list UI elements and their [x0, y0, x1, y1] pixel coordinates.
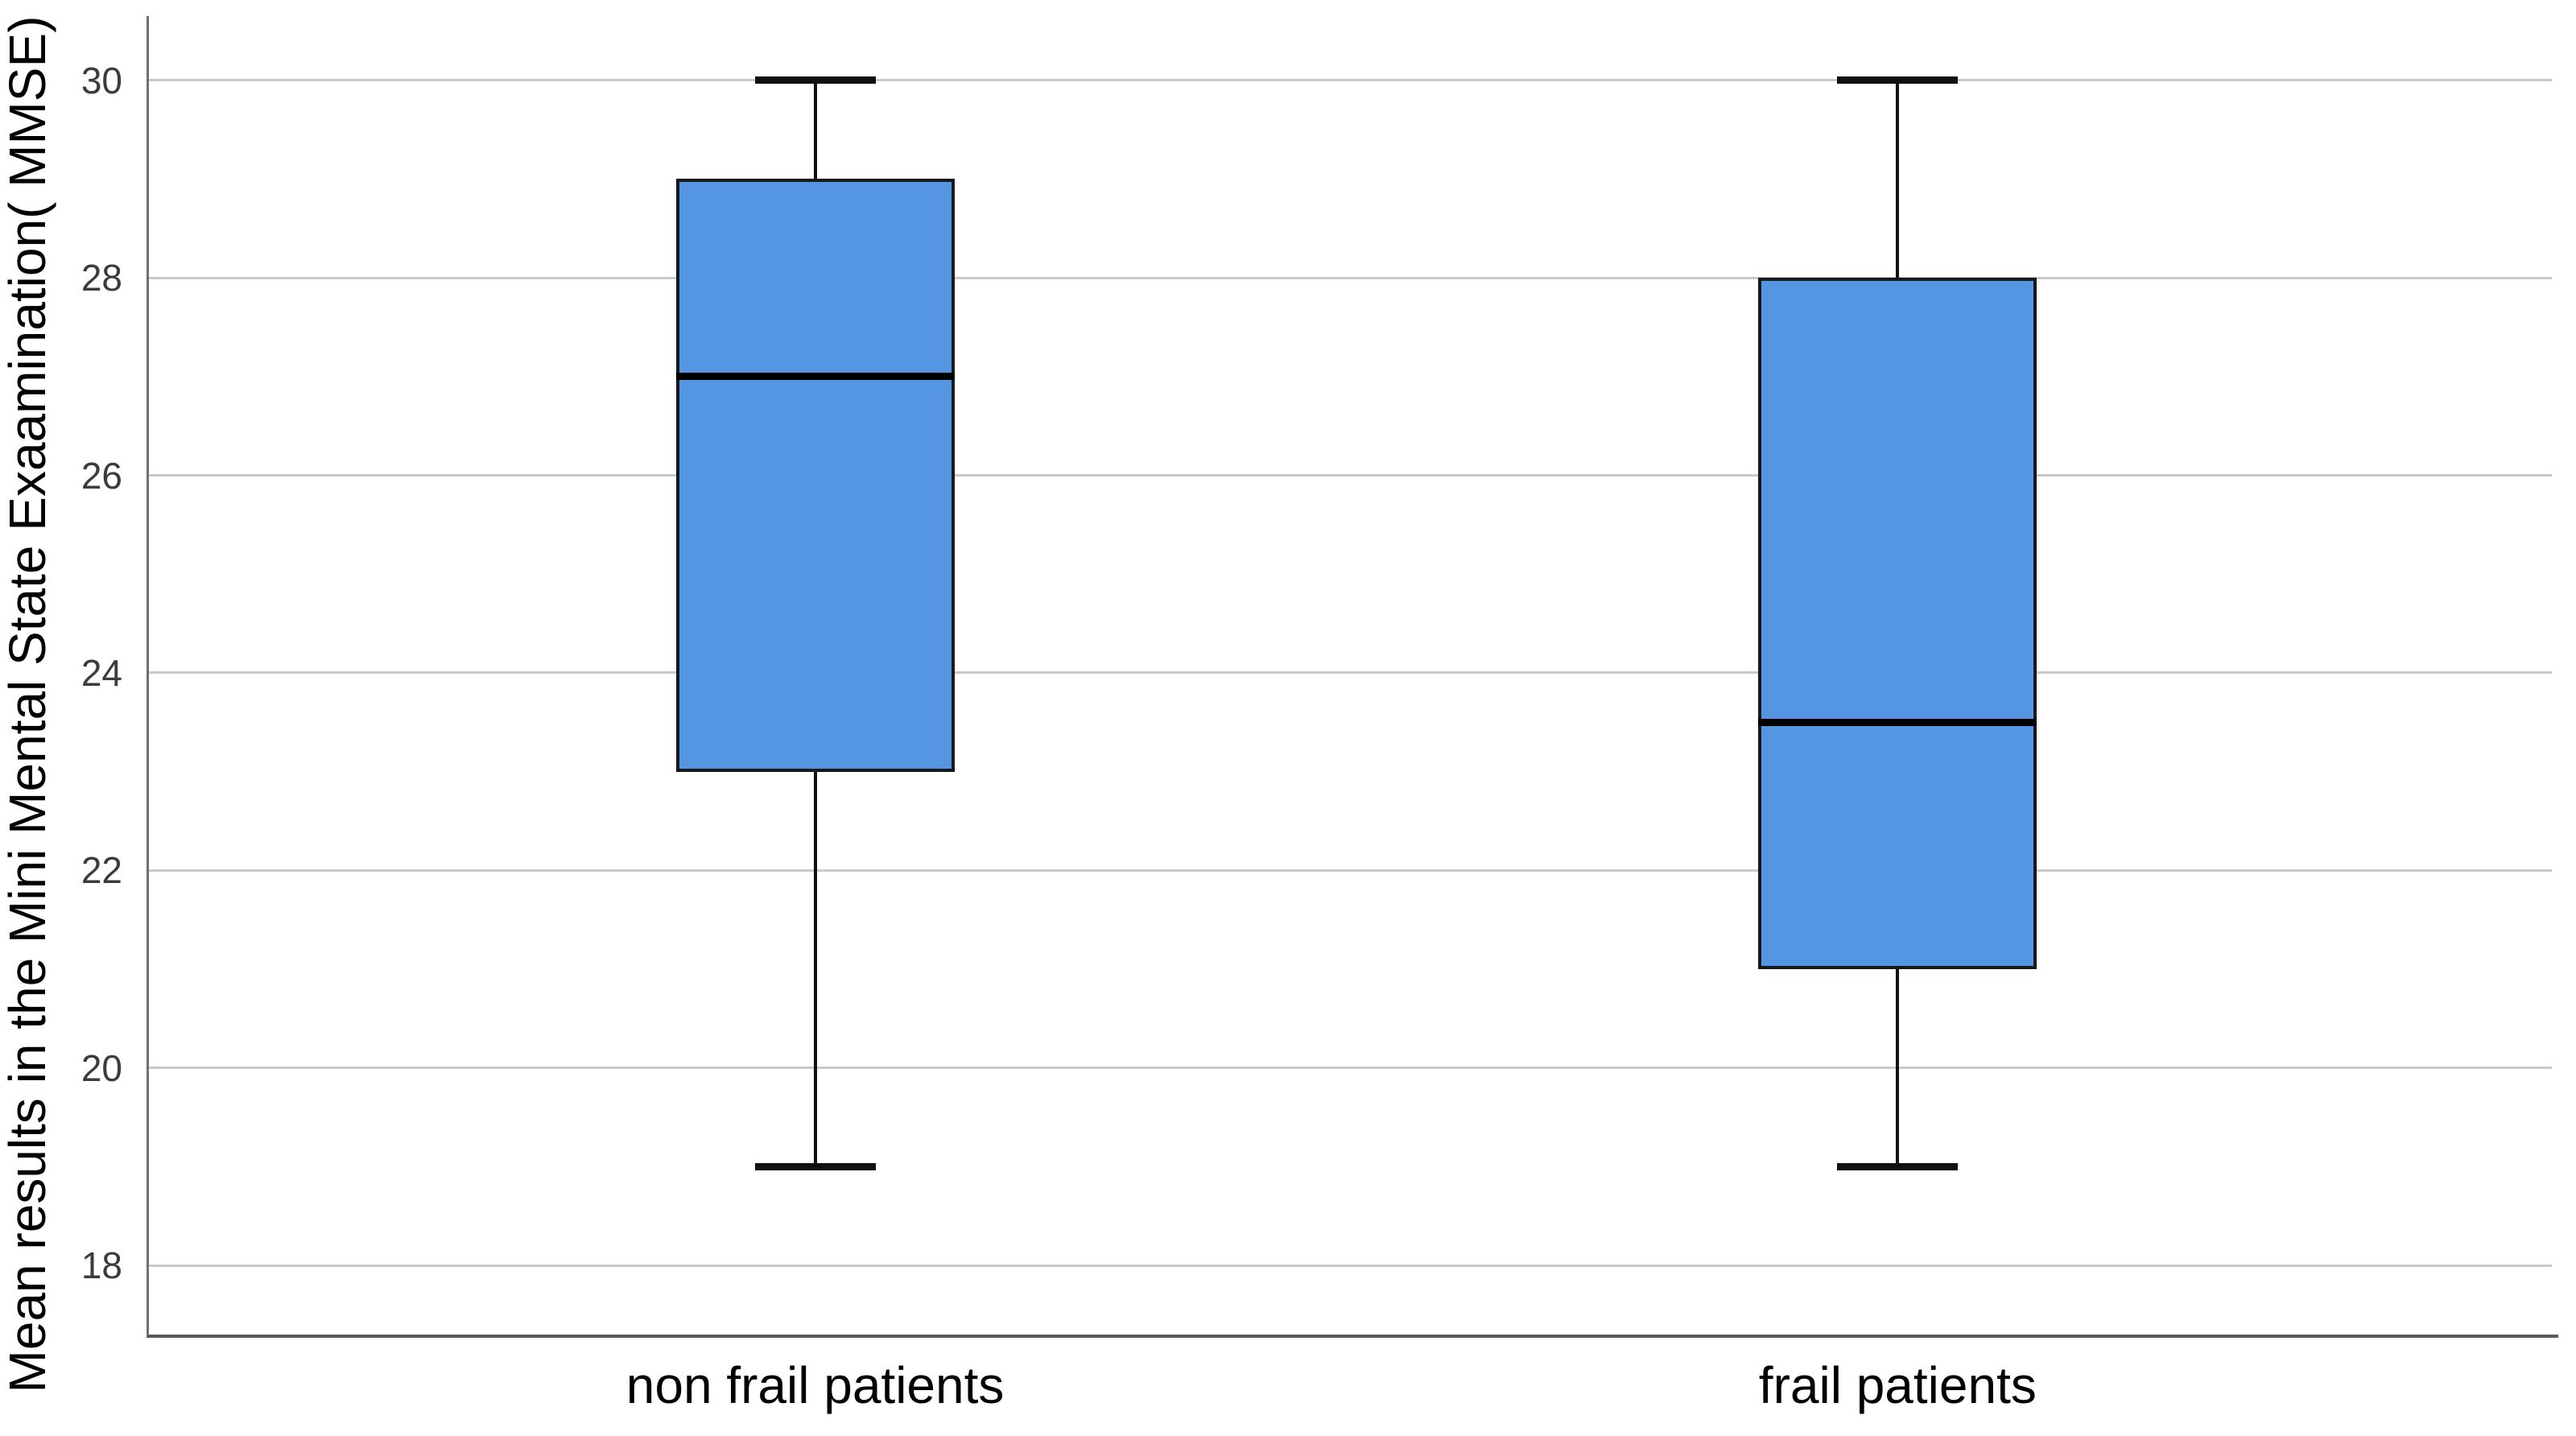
y-tick-label: 28 [80, 257, 122, 299]
whisker-cap-bottom [754, 1162, 876, 1170]
gridline [149, 276, 2552, 279]
gridline [149, 79, 2552, 82]
y-tick-label: 30 [80, 59, 122, 101]
whisker-line-top [813, 80, 817, 180]
y-tick-label: 26 [80, 454, 122, 497]
x-category-label: non frail patients [625, 1356, 1005, 1414]
box [675, 179, 955, 772]
y-tick-label: 24 [80, 651, 122, 694]
whisker-line-bottom [1896, 969, 1900, 1167]
box [1758, 278, 2037, 970]
plot-area: non frail patients frail patients [147, 16, 2558, 1414]
whisker-line-top [1896, 80, 1900, 279]
gridline [149, 671, 2552, 675]
gridline [149, 474, 2552, 477]
gridline [149, 1067, 2552, 1070]
y-axis-title: Mean results in the Mini Mental State Ex… [0, 15, 56, 1393]
y-tick-label: 18 [80, 1244, 122, 1287]
median-line [675, 373, 955, 381]
whisker-line-bottom [813, 771, 817, 1167]
median-line [1758, 718, 2037, 726]
gridline [149, 1264, 2552, 1267]
y-tick-label: 22 [80, 849, 122, 892]
y-tick-label: 20 [80, 1046, 122, 1089]
x-category-label: frail patients [1758, 1356, 2037, 1414]
whisker-cap-bottom [1837, 1162, 1959, 1170]
gridline [149, 869, 2552, 872]
